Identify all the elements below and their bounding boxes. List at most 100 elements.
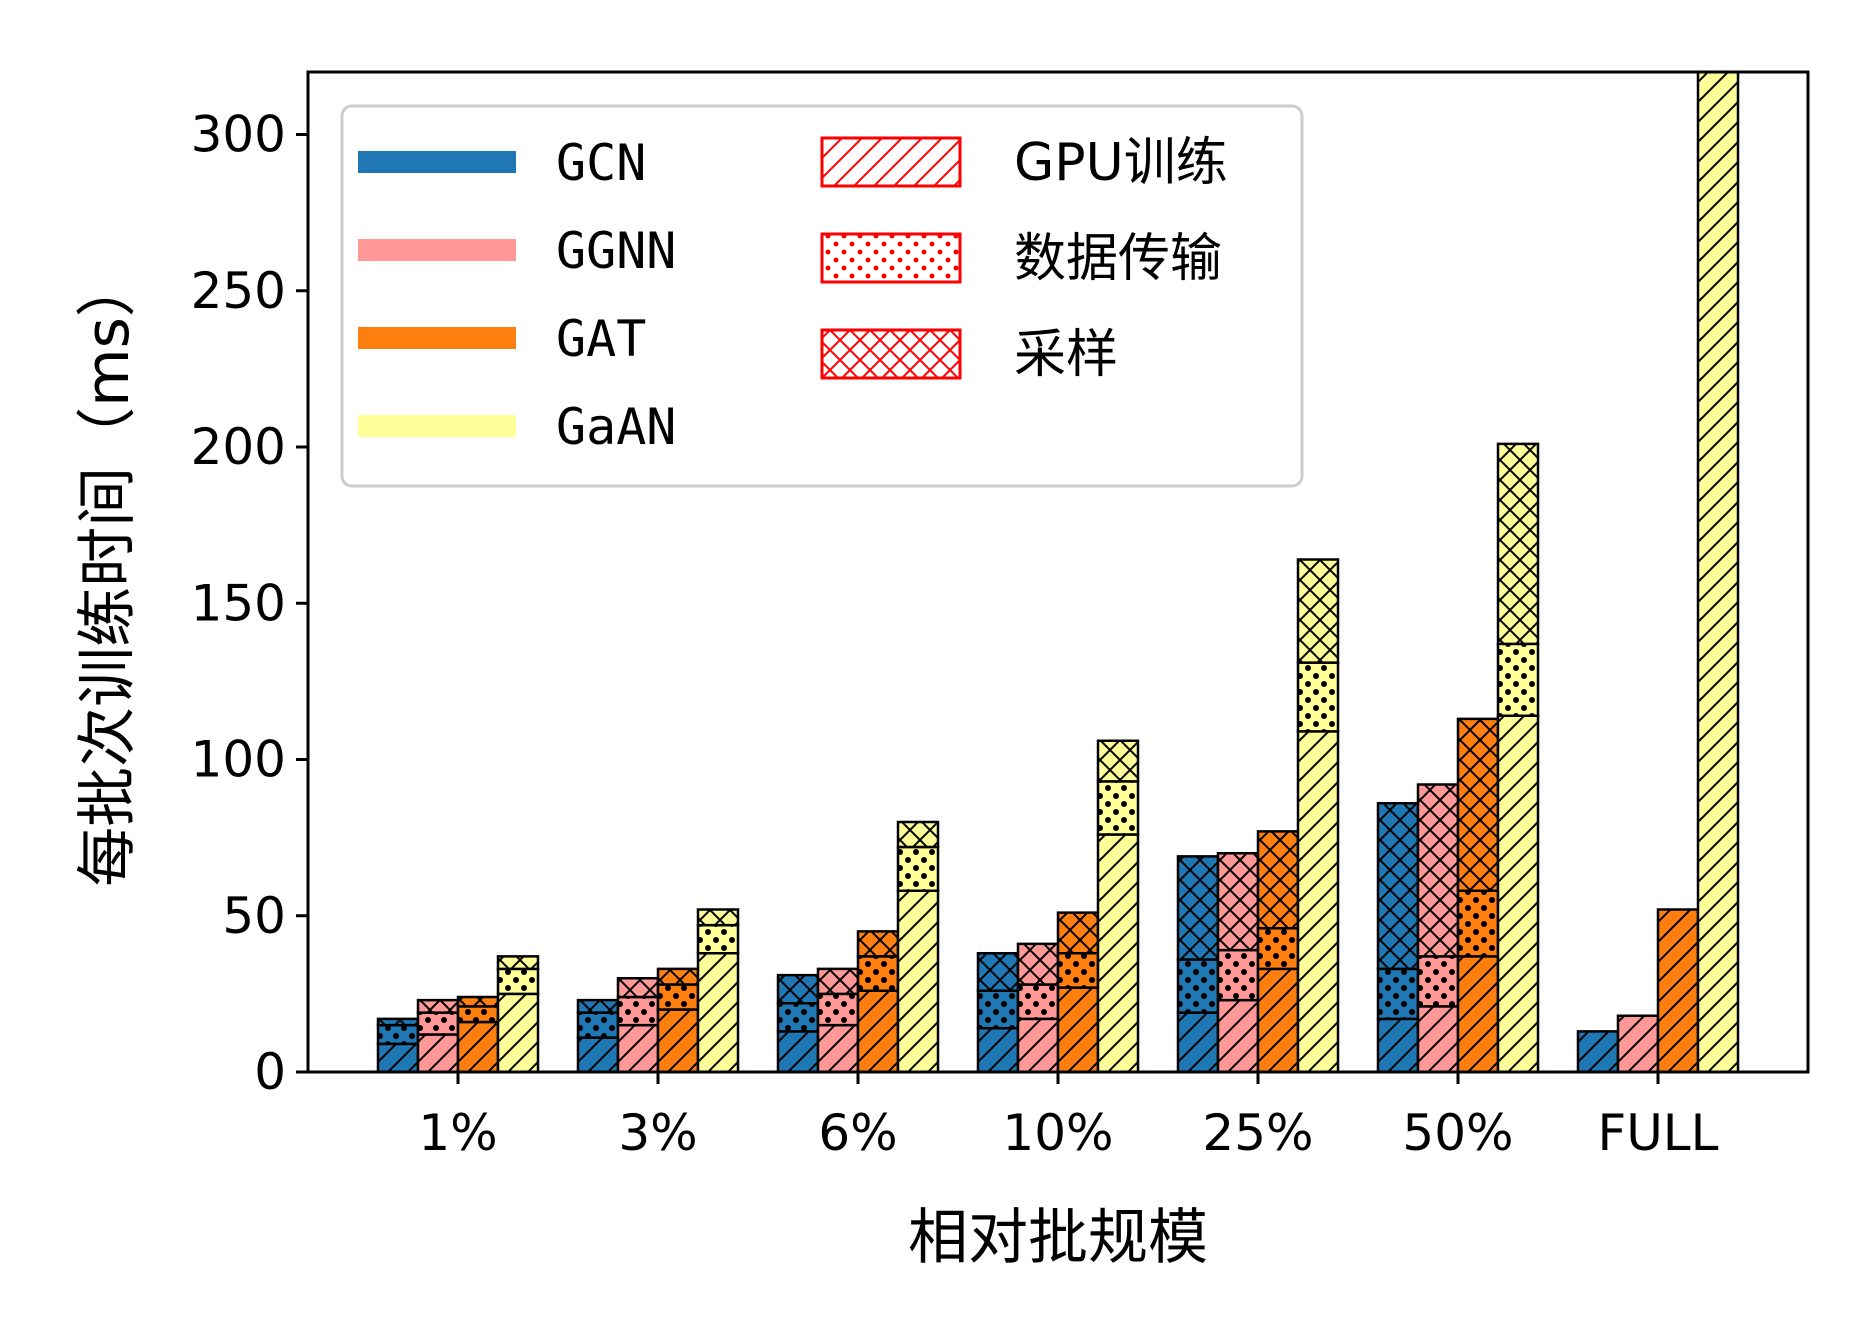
x-axis-title: 相对批规模: [908, 1203, 1208, 1273]
bar-pattern: [1416, 1005, 1460, 1072]
bar-pattern: [856, 955, 900, 992]
bar-segment: [776, 1030, 820, 1072]
bar-segment: [776, 1002, 820, 1033]
legend-swatch-pattern: [820, 136, 962, 188]
bar-pattern: [1016, 942, 1060, 986]
bar-segment: [696, 952, 740, 1072]
bar-segment: [816, 1023, 860, 1072]
bar-segment: [416, 1033, 460, 1072]
bar-segment: [856, 955, 900, 992]
bar-segment: [496, 992, 540, 1072]
bar-pattern: [376, 1017, 420, 1027]
bar-pattern: [896, 889, 940, 1072]
bar-segment: [976, 989, 1020, 1030]
bar-pattern: [1696, 72, 1740, 1072]
bar-pattern: [1496, 442, 1540, 646]
bar-pattern: [1456, 955, 1500, 1072]
bar-segment: [896, 889, 940, 1072]
x-tick-label: 10%: [1002, 1104, 1113, 1162]
bar-pattern: [656, 983, 700, 1011]
bar-segment: [1056, 952, 1100, 989]
y-tick-label: 200: [191, 418, 286, 476]
bar-segment: [1456, 955, 1500, 1072]
y-tick-label: 0: [254, 1043, 286, 1101]
bar-segment: [1376, 1017, 1420, 1072]
legend-frame: [340, 104, 1304, 488]
bar-pattern: [856, 930, 900, 958]
y-tick-label: 100: [191, 731, 286, 789]
bar-pattern: [1256, 830, 1300, 930]
x-tick-label: FULL: [1597, 1104, 1718, 1162]
bar-pattern: [496, 955, 540, 971]
legend-swatch: [358, 151, 516, 173]
bar-segment: [1576, 1030, 1620, 1072]
bar-segment: [1456, 717, 1500, 892]
bar-segment: [1416, 783, 1460, 958]
bar-segment: [456, 1020, 500, 1072]
bars-layer: [376, 72, 1740, 1072]
bar-pattern: [616, 1023, 660, 1072]
bar-segment: [1256, 967, 1300, 1072]
bar-pattern: [856, 989, 900, 1072]
bar-pattern: [1416, 955, 1460, 1008]
bar-pattern: [456, 1005, 500, 1024]
bar-segment: [576, 1011, 620, 1039]
bar-pattern: [1016, 983, 1060, 1021]
bar-segment: [856, 930, 900, 958]
bar-segment: [576, 998, 620, 1014]
bar-segment: [1296, 730, 1340, 1072]
legend-swatch-pattern: [820, 232, 962, 284]
bar-segment: [1456, 889, 1500, 958]
bar-segment: [496, 967, 540, 996]
bar-segment: [376, 1042, 420, 1072]
legend-label: GaAN: [556, 398, 676, 456]
bar-segment: [456, 1005, 500, 1024]
bar-segment: [1096, 739, 1140, 783]
bar-segment: [1616, 1014, 1660, 1072]
bar-segment: [1256, 830, 1300, 930]
bar-segment: [1656, 908, 1700, 1072]
bar-segment: [1016, 1017, 1060, 1072]
y-tick-label: 50: [222, 887, 286, 945]
bar-pattern: [696, 908, 740, 927]
bar-pattern: [1216, 948, 1260, 1002]
bar-segment: [896, 820, 940, 849]
bar-segment: [1176, 958, 1220, 1014]
bar-segment: [1256, 927, 1300, 971]
bar-segment: [1056, 986, 1100, 1072]
y-axis: 0 50 100 150 200 250 300: [191, 106, 308, 1101]
bar-segment: [616, 1023, 660, 1072]
bar-segment: [656, 983, 700, 1011]
bar-pattern: [1176, 1011, 1220, 1072]
bar-segment: [1216, 998, 1260, 1072]
bar-segment: [576, 1036, 620, 1072]
bar-pattern: [1016, 1017, 1060, 1072]
bar-segment: [816, 992, 860, 1027]
bar-pattern: [1296, 730, 1340, 1072]
bar-pattern: [376, 1042, 420, 1072]
bar-pattern: [576, 998, 620, 1014]
bar-segment: [1056, 911, 1100, 955]
bar-pattern: [616, 995, 660, 1027]
x-tick-label: 3%: [618, 1104, 697, 1162]
bar-pattern: [776, 1002, 820, 1033]
legend-label: 采样: [1014, 325, 1118, 385]
bar-segment: [1416, 955, 1460, 1008]
bar-pattern: [896, 820, 940, 849]
bar-segment: [456, 995, 500, 1008]
bar-segment: [1496, 442, 1540, 646]
x-tick-label: 1%: [418, 1104, 497, 1162]
bar-pattern: [1296, 558, 1340, 664]
bar-pattern: [1056, 986, 1100, 1072]
bar-pattern: [1056, 952, 1100, 989]
bar-pattern: [376, 1023, 420, 1046]
bar-segment: [1216, 948, 1260, 1002]
bar-pattern: [416, 1033, 460, 1072]
bar-pattern: [896, 845, 940, 892]
bar-pattern: [696, 923, 740, 955]
bar-pattern: [816, 1023, 860, 1072]
bar-pattern: [1576, 1030, 1620, 1072]
y-tick-label: 150: [191, 574, 286, 632]
bar-segment: [1696, 72, 1740, 1072]
bar-pattern: [776, 973, 820, 1005]
